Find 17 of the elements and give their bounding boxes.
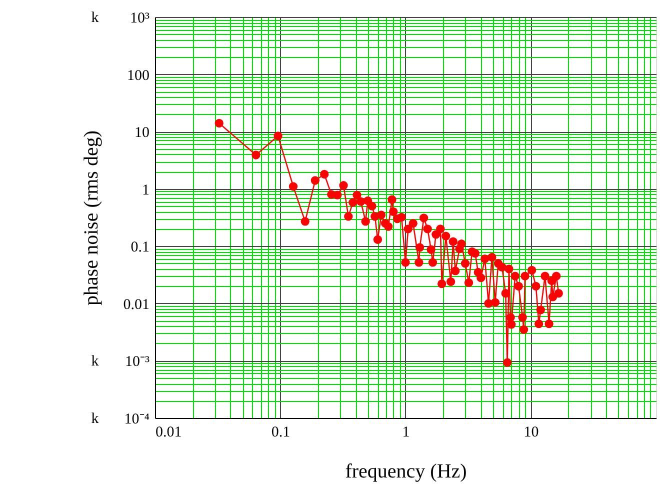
x-tick-label: 0.1 (271, 424, 290, 440)
y-tick-label: 100 (127, 68, 150, 84)
y-tick-label: 1 (142, 182, 150, 198)
y-tick-label: 0.01 (123, 296, 150, 313)
x-tick-label: 1 (402, 424, 410, 440)
x-axis-title: frequency (Hz) (345, 460, 467, 482)
text: k (91, 411, 100, 427)
x-tick-label: 10 (524, 424, 539, 440)
text: k (91, 354, 100, 370)
x-tick-label: 0.01 (156, 424, 182, 440)
y-tick-label: 10 (134, 125, 150, 142)
y-tick-label: 10⁻³ (125, 354, 150, 370)
y-tick-label: 0.1 (130, 240, 150, 256)
y-tick-label: 10³ (130, 10, 150, 26)
y-tick-label: 10⁻⁴ (124, 412, 150, 428)
text: k (91, 10, 100, 26)
y-axis-title: phase noise (rms deg) (80, 130, 102, 306)
